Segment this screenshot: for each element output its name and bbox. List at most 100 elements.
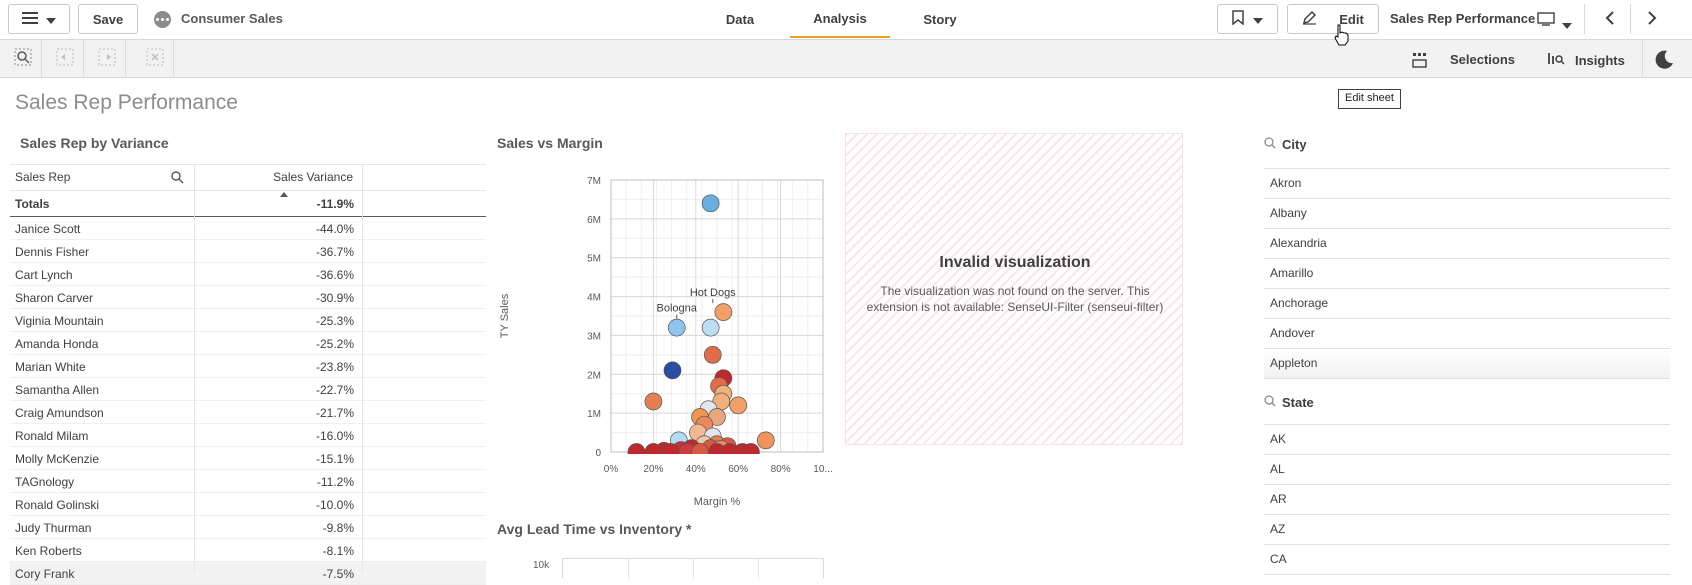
table-row[interactable]: Molly McKenzie -15.1% [10,447,486,470]
scatter-chart-title: Sales vs Margin [497,135,603,151]
x-tick-label: 60% [728,464,748,475]
bookmarks-button[interactable] [1217,4,1278,34]
table-body: Janice Scott -44.0% Dennis Fisher -36.7% C… [10,217,486,585]
list-item[interactable]: Alexandria [1264,229,1670,259]
scatter-point[interactable] [644,443,663,461]
table-row[interactable]: Cart Lynch -36.6% [10,263,486,286]
cell-sales-rep: Amanda Honda [15,337,99,351]
list-item[interactable]: CA [1264,545,1670,575]
edit-label: Edit [1339,11,1364,27]
y-tick-label: 5M [587,254,601,265]
table-row[interactable]: Samantha Allen -22.7% [10,378,486,401]
scatter-point[interactable] [756,431,775,450]
list-item[interactable]: AZ [1264,515,1670,545]
table-row[interactable]: Ken Roberts -8.1% [10,539,486,562]
scatter-point[interactable] [729,396,748,415]
toolbar-divider [1642,40,1643,78]
cell-sales-variance: -36.7% [315,245,354,259]
scatter-point[interactable] [703,346,722,364]
smart-search-button[interactable] [4,40,42,78]
menu-button[interactable] [8,4,70,34]
y-tick-label: 2M [587,370,601,381]
y-tick-label: 3M [587,331,601,342]
previous-sheet-icon[interactable] [1598,11,1622,27]
next-sheet-icon[interactable] [1640,11,1664,27]
column-header-sales-variance[interactable]: Sales Variance [273,170,353,184]
sheet-name[interactable]: Sales Rep Performance [1390,11,1536,26]
step-back-button[interactable] [46,40,84,78]
x-tick-label: 0% [604,464,619,475]
state-filter-title[interactable]: State [1264,395,1314,410]
cell-sales-variance: -25.3% [315,314,354,328]
scatter-point[interactable] [644,392,663,411]
insights-button[interactable]: Insights [1547,50,1625,70]
cell-sales-rep: Ken Roberts [15,544,82,558]
assets-icon[interactable] [1412,52,1428,73]
tab-data[interactable]: Data [725,11,755,27]
scatter-point[interactable] [627,443,646,461]
save-button[interactable]: Save [78,4,138,34]
table-row[interactable]: TAGnology -11.2% [10,470,486,493]
table-row[interactable]: Cory Frank -7.5% [10,562,486,585]
annotation-label: Hot Dogs [690,287,736,299]
list-item[interactable]: Albany [1264,199,1670,229]
table-row[interactable]: Janice Scott -44.0% [10,217,486,240]
city-filter-label: City [1282,137,1307,152]
list-item[interactable]: Akron [1264,169,1670,199]
cell-sales-rep: Judy Thurman [15,521,92,535]
selections-button[interactable]: Selections [1450,52,1516,67]
listbox-top-border [1264,424,1670,425]
list-item[interactable]: Anchorage [1264,289,1670,319]
scatter-point[interactable] [661,443,680,461]
page-title: Sales Rep Performance [15,91,238,114]
search-icon [1264,395,1276,410]
x-axis-label: Margin % [694,496,741,508]
cell-sales-variance: -36.6% [315,268,354,282]
list-item[interactable]: Appleton [1264,349,1670,379]
scatter-point[interactable] [663,361,682,380]
table-row[interactable]: Ronald Milam -16.0% [10,424,486,447]
sheet-icon[interactable] [1537,12,1555,31]
step-forward-icon [98,48,116,71]
y-tick-label: 1M [587,409,601,420]
column-divider [362,164,363,572]
cell-sales-variance: -7.5% [322,567,354,581]
scatter-point[interactable] [691,443,709,461]
tab-story[interactable]: Story [923,11,957,27]
edit-sheet-tooltip: Edit sheet [1338,89,1401,109]
app-name[interactable]: Consumer Sales [181,11,283,26]
scatter-point[interactable] [701,194,720,213]
hamburger-icon [22,11,38,27]
search-icon[interactable] [171,171,184,189]
scatter-point[interactable] [742,443,760,461]
column-header-sales-rep[interactable]: Sales Rep [15,170,71,184]
city-filter-title[interactable]: City [1264,137,1307,152]
table-row[interactable]: Judy Thurman -9.8% [10,516,486,539]
table-row[interactable]: Amanda Honda -25.2% [10,332,486,355]
table-row[interactable]: Craig Amundson -21.7% [10,401,486,424]
list-item[interactable]: Amarillo [1264,259,1670,289]
state-filter-label: State [1282,395,1314,410]
list-item[interactable]: Andover [1264,319,1670,349]
edit-button[interactable]: Edit [1287,4,1379,34]
scatter-chart[interactable]: 0% 20% 40% 60% 80% 10... 0 1M 2M 3M 4M 5M 6M 7M Margin… [497,160,837,540]
scatter-point[interactable] [667,318,686,337]
table-row[interactable]: Dennis Fisher -36.7% [10,240,486,263]
table-row[interactable]: Sharon Carver -30.9% [10,286,486,309]
clear-selections-button[interactable] [136,40,174,78]
list-item[interactable]: AK [1264,425,1670,455]
scatter-point[interactable] [701,318,720,337]
totals-row: Totals -11.9% [10,191,486,217]
table-row[interactable]: Ronald Golinski -10.0% [10,493,486,516]
chevron-down-icon[interactable] [1562,16,1572,34]
list-item[interactable]: AR [1264,485,1670,515]
table-row[interactable]: Marian White -23.8% [10,355,486,378]
scatter-point[interactable] [714,303,733,321]
list-item[interactable]: AL [1264,455,1670,485]
table-row[interactable]: Viginia Mountain -25.3% [10,309,486,332]
lead-time-chart-plot[interactable] [562,558,824,579]
tab-analysis[interactable]: Analysis [790,0,890,38]
step-forward-button[interactable] [88,40,126,78]
grid-line [693,559,694,579]
dark-mode-icon[interactable] [1654,49,1674,74]
